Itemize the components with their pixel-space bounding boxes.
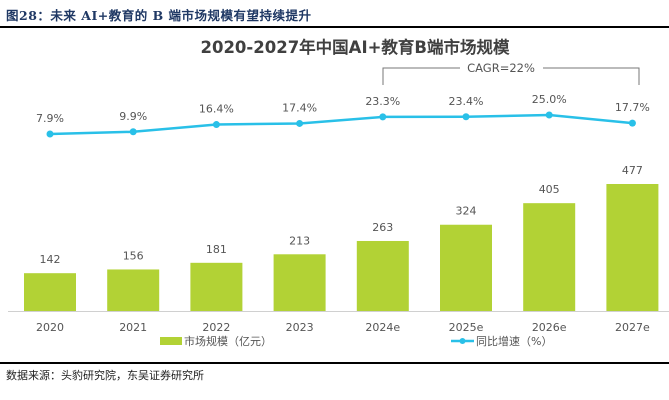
legend-bar-swatch xyxy=(160,337,182,345)
cagr-bracket-left xyxy=(382,67,460,85)
growth-value-label: 25.0% xyxy=(532,93,567,106)
bar-2020 xyxy=(24,273,76,311)
x-tick-label: 2024e xyxy=(365,321,400,334)
x-tick-label: 2025e xyxy=(449,321,484,334)
growth-value-label: 16.4% xyxy=(199,103,234,116)
x-tick-label: 2021 xyxy=(119,321,147,334)
growth-value-label: 17.4% xyxy=(282,101,317,114)
bar-value-label: 405 xyxy=(539,183,560,196)
legend: 市场规模（亿元） 同比增速（%） xyxy=(160,334,552,348)
bar-value-label: 213 xyxy=(289,234,310,247)
growth-point-2020 xyxy=(46,130,54,138)
bar-2022 xyxy=(190,262,243,311)
chart-title: 2020-2027年中国AI+教育B端市场规模 xyxy=(200,37,510,57)
x-tick-label: 2022 xyxy=(202,321,230,334)
bar-2026e xyxy=(523,203,576,311)
x-tick-label: 2023 xyxy=(286,321,314,334)
bar-2027e xyxy=(606,184,659,311)
x-tick-label: 2026e xyxy=(532,321,567,334)
cagr-bracket: CAGR=22% xyxy=(382,61,640,85)
bar-2024e xyxy=(356,240,409,311)
growth-value-label: 23.3% xyxy=(365,95,400,108)
x-tick-label: 2020 xyxy=(36,321,64,334)
legend-line-label: 同比增速（%） xyxy=(476,334,552,348)
bar-2025e xyxy=(440,224,492,311)
bar-value-label: 181 xyxy=(206,243,227,256)
growth-point-2025e xyxy=(462,113,470,121)
cagr-bracket-right xyxy=(543,67,640,85)
growth-point-2022 xyxy=(212,121,220,129)
x-tick-label: 2027e xyxy=(615,321,650,334)
growth-value-label: 23.4% xyxy=(449,95,484,108)
growth-value-label: 7.9% xyxy=(36,112,64,125)
bar-value-label: 156 xyxy=(123,249,144,262)
growth-value-label: 17.7% xyxy=(615,101,650,114)
bar-value-label: 477 xyxy=(622,164,643,177)
bottom-rule xyxy=(0,362,669,364)
source-note: 数据来源：头豹研究院，东吴证券研究所 xyxy=(6,369,204,382)
bar-value-label: 142 xyxy=(40,253,61,266)
legend-line-marker xyxy=(459,338,466,344)
cagr-label: CAGR=22% xyxy=(467,61,535,75)
top-rule xyxy=(0,26,669,28)
bar-2021 xyxy=(107,269,160,311)
bar-value-label: 324 xyxy=(456,205,477,218)
growth-value-label: 9.9% xyxy=(119,110,147,123)
growth-point-2024e xyxy=(379,113,387,121)
legend-bar-label: 市场规模（亿元） xyxy=(184,334,272,348)
growth-point-2021 xyxy=(129,128,137,136)
growth-point-2023 xyxy=(296,119,304,127)
growth-point-2026e xyxy=(545,111,553,119)
bar-2023 xyxy=(273,254,326,311)
growth-line xyxy=(49,113,633,136)
figure-caption: 图28：未来 AI+教育的 B 端市场规模有望持续提升 xyxy=(6,8,312,23)
bar-value-label: 263 xyxy=(372,221,393,234)
growth-point-2027e xyxy=(628,119,636,127)
